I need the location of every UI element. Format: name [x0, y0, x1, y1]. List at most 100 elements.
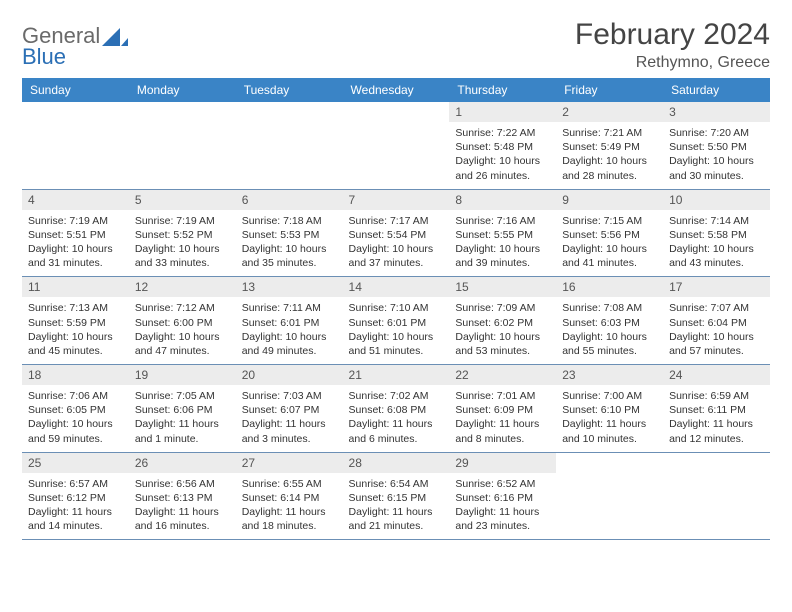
- day-details: Sunrise: 7:14 AMSunset: 5:58 PMDaylight:…: [663, 210, 770, 277]
- calendar-day-cell: 18Sunrise: 7:06 AMSunset: 6:05 PMDayligh…: [22, 365, 129, 453]
- calendar-week-row: 4Sunrise: 7:19 AMSunset: 5:51 PMDaylight…: [22, 189, 770, 277]
- sunrise-text: Sunrise: 7:05 AM: [135, 389, 230, 403]
- daylight-text: Daylight: 10 hours and 47 minutes.: [135, 330, 230, 358]
- sunrise-text: Sunrise: 7:01 AM: [455, 389, 550, 403]
- daylight-text: Daylight: 10 hours and 35 minutes.: [242, 242, 337, 270]
- daylight-text: Daylight: 11 hours and 10 minutes.: [562, 417, 657, 445]
- weekday-header-saturday: Saturday: [663, 78, 770, 102]
- daylight-text: Daylight: 10 hours and 37 minutes.: [349, 242, 444, 270]
- calendar-day-cell: 29Sunrise: 6:52 AMSunset: 6:16 PMDayligh…: [449, 452, 556, 540]
- day-details: Sunrise: 7:10 AMSunset: 6:01 PMDaylight:…: [343, 297, 450, 364]
- sunset-text: Sunset: 6:05 PM: [28, 403, 123, 417]
- sunset-text: Sunset: 6:12 PM: [28, 491, 123, 505]
- day-details: Sunrise: 7:21 AMSunset: 5:49 PMDaylight:…: [556, 122, 663, 189]
- calendar-day-cell: [663, 452, 770, 540]
- sunrise-text: Sunrise: 7:14 AM: [669, 214, 764, 228]
- day-details: Sunrise: 7:01 AMSunset: 6:09 PMDaylight:…: [449, 385, 556, 452]
- day-number: 29: [449, 453, 556, 473]
- sunset-text: Sunset: 6:14 PM: [242, 491, 337, 505]
- daylight-text: Daylight: 11 hours and 16 minutes.: [135, 505, 230, 533]
- day-number: 24: [663, 365, 770, 385]
- daylight-text: Daylight: 10 hours and 53 minutes.: [455, 330, 550, 358]
- sunset-text: Sunset: 5:51 PM: [28, 228, 123, 242]
- calendar-day-cell: 19Sunrise: 7:05 AMSunset: 6:06 PMDayligh…: [129, 365, 236, 453]
- daylight-text: Daylight: 11 hours and 3 minutes.: [242, 417, 337, 445]
- calendar-day-cell: 4Sunrise: 7:19 AMSunset: 5:51 PMDaylight…: [22, 189, 129, 277]
- day-details: Sunrise: 7:08 AMSunset: 6:03 PMDaylight:…: [556, 297, 663, 364]
- daylight-text: Daylight: 10 hours and 45 minutes.: [28, 330, 123, 358]
- daylight-text: Daylight: 11 hours and 18 minutes.: [242, 505, 337, 533]
- calendar-day-cell: 11 Sunrise: 7:13 AMSunset: 5:59 PMDayligh…: [22, 277, 129, 365]
- brand-sail-icon: [102, 28, 128, 48]
- calendar-day-cell: 24Sunrise: 6:59 AMSunset: 6:11 PMDayligh…: [663, 365, 770, 453]
- calendar-week-row: 1Sunrise: 7:22 AMSunset: 5:48 PMDaylight…: [22, 102, 770, 189]
- calendar-day-cell: 15Sunrise: 7:09 AMSunset: 6:02 PMDayligh…: [449, 277, 556, 365]
- sunrise-text: Sunrise: 7:22 AM: [455, 126, 550, 140]
- calendar-day-cell: [343, 102, 450, 189]
- sunset-text: Sunset: 6:02 PM: [455, 316, 550, 330]
- day-number: 25: [22, 453, 129, 473]
- day-details: Sunrise: 7:05 AMSunset: 6:06 PMDaylight:…: [129, 385, 236, 452]
- calendar-day-cell: 22Sunrise: 7:01 AMSunset: 6:09 PMDayligh…: [449, 365, 556, 453]
- day-number: 28: [343, 453, 450, 473]
- weekday-header-sunday: Sunday: [22, 78, 129, 102]
- day-details: Sunrise: 7:11 AMSunset: 6:01 PMDaylight:…: [236, 297, 343, 364]
- calendar-day-cell: [129, 102, 236, 189]
- daylight-text: Daylight: 11 hours and 23 minutes.: [455, 505, 550, 533]
- sunset-text: Sunset: 6:01 PM: [349, 316, 444, 330]
- day-number: 1: [449, 102, 556, 122]
- sunrise-text: Sunrise: 6:57 AM: [28, 477, 123, 491]
- calendar-week-row: 25 Sunrise: 6:57 AMSunset: 6:12 PM Dayligh…: [22, 452, 770, 540]
- day-number: 8: [449, 190, 556, 210]
- calendar-day-cell: 21Sunrise: 7:02 AMSunset: 6:08 PMDayligh…: [343, 365, 450, 453]
- daylight-text: Daylight: 10 hours and 49 minutes.: [242, 330, 337, 358]
- sunrise-text: Sunrise: 7:13 AM: [28, 301, 123, 315]
- sunset-text: Sunset: 6:00 PM: [135, 316, 230, 330]
- day-number: 3: [663, 102, 770, 122]
- calendar-week-row: 11Sunrise: 7:13 AMSunset: 5:59 PMDayligh…: [22, 277, 770, 365]
- daylight-text: Daylight: 10 hours and 57 minutes.: [669, 330, 764, 358]
- day-number: 11: [22, 277, 129, 297]
- day-number: 22: [449, 365, 556, 385]
- calendar-day-cell: 20Sunrise: 7:03 AMSunset: 6:07 PMDayligh…: [236, 365, 343, 453]
- calendar-day-cell: 16Sunrise: 7:08 AMSunset: 6:03 PMDayligh…: [556, 277, 663, 365]
- day-details: Sunrise: 7:00 AMSunset: 6:10 PMDaylight:…: [556, 385, 663, 452]
- day-details: Sunrise: 7:19 AMSunset: 5:52 PMDaylight:…: [129, 210, 236, 277]
- sunrise-text: Sunrise: 7:06 AM: [28, 389, 123, 403]
- daylight-text: Daylight: 11 hours and 12 minutes.: [669, 417, 764, 445]
- sunrise-text: Sunrise: 7:03 AM: [242, 389, 337, 403]
- sunset-text: Sunset: 5:59 PM: [28, 316, 123, 330]
- daylight-text: Daylight: 11 hours and 8 minutes.: [455, 417, 550, 445]
- day-details: Sunrise: 7:18 AMSunset: 5:53 PMDaylight:…: [236, 210, 343, 277]
- day-number: 6: [236, 190, 343, 210]
- daylight-text: Daylight: 10 hours and 43 minutes.: [669, 242, 764, 270]
- day-details: Sunrise: 6:55 AMSunset: 6:14 PMDaylight:…: [236, 473, 343, 540]
- day-number: 10: [663, 190, 770, 210]
- sunset-text: Sunset: 6:04 PM: [669, 316, 764, 330]
- day-number: 12: [129, 277, 236, 297]
- day-details: Sunrise: 7:16 AMSunset: 5:55 PMDaylight:…: [449, 210, 556, 277]
- day-number: 21: [343, 365, 450, 385]
- day-number: 13: [236, 277, 343, 297]
- calendar-day-cell: 5Sunrise: 7:19 AMSunset: 5:52 PMDaylight…: [129, 189, 236, 277]
- calendar-day-cell: 23Sunrise: 7:00 AMSunset: 6:10 PMDayligh…: [556, 365, 663, 453]
- daylight-text: Daylight: 10 hours and 28 minutes.: [562, 154, 657, 182]
- sunrise-text: Sunrise: 7:19 AM: [135, 214, 230, 228]
- daylight-text: Daylight: 11 hours and 21 minutes.: [349, 505, 444, 533]
- title-block: February 2024 Rethymno, Greece: [575, 18, 770, 72]
- daylight-text: Daylight: 11 hours and 6 minutes.: [349, 417, 444, 445]
- sunrise-text: Sunrise: 7:15 AM: [562, 214, 657, 228]
- sunset-text: Sunset: 6:07 PM: [242, 403, 337, 417]
- sunrise-text: Sunrise: 7:12 AM: [135, 301, 230, 315]
- daylight-text: Daylight: 10 hours and 39 minutes.: [455, 242, 550, 270]
- calendar-day-cell: 12 Sunrise: 7:12 AMSunset: 6:00 PMDayligh…: [129, 277, 236, 365]
- day-details: Sunrise: 7:03 AMSunset: 6:07 PMDaylight:…: [236, 385, 343, 452]
- calendar-day-cell: 17Sunrise: 7:07 AMSunset: 6:04 PMDayligh…: [663, 277, 770, 365]
- sunrise-text: Sunrise: 6:59 AM: [669, 389, 764, 403]
- calendar-day-cell: 9Sunrise: 7:15 AMSunset: 5:56 PMDaylight…: [556, 189, 663, 277]
- calendar-day-cell: 14Sunrise: 7:10 AMSunset: 6:01 PMDayligh…: [343, 277, 450, 365]
- sunset-text: Sunset: 5:58 PM: [669, 228, 764, 242]
- day-details: Sunrise: 7:02 AMSunset: 6:08 PMDaylight:…: [343, 385, 450, 452]
- day-number: 2: [556, 102, 663, 122]
- sunrise-text: Sunrise: 7:00 AM: [562, 389, 657, 403]
